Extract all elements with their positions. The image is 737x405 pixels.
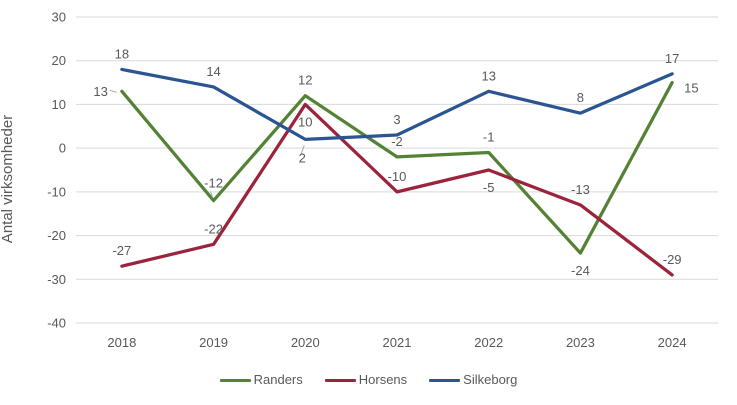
series-line-silkeborg (120, 67, 674, 142)
data-label-randers: -12 (204, 176, 223, 191)
x-axis-tick-label: 2019 (199, 335, 228, 350)
y-axis-tick-label: -40 (47, 316, 66, 331)
legend-label-horsens: Horsens (358, 372, 408, 387)
data-label-randers: 12 (298, 73, 312, 88)
data-label-horsens: 10 (298, 114, 312, 129)
legend-item-horsens: Horsens (324, 370, 408, 390)
y-axis-tick-label: -20 (47, 228, 66, 243)
series-line-randers (120, 80, 674, 255)
data-label-leader-line (210, 191, 214, 198)
y-axis-tick-label: -30 (47, 272, 66, 287)
data-label-horsens: -27 (112, 243, 131, 258)
legend-line-swatch-randers (219, 378, 251, 382)
y-axis-title: Antal virksomheder (0, 115, 16, 243)
x-axis-tick-label: 2018 (107, 335, 136, 350)
data-label-horsens: -5 (483, 180, 495, 195)
data-label-randers: 13 (93, 84, 107, 99)
legend-item-silkeborg: Silkeborg (429, 370, 517, 390)
data-label-horsens: -13 (571, 182, 590, 197)
legend: Randers Horsens Silkeborg (0, 370, 737, 390)
data-label-horsens: -22 (204, 221, 223, 236)
data-label-silkeborg: 17 (665, 51, 679, 66)
data-label-randers: 15 (684, 81, 698, 96)
data-label-silkeborg: 2 (299, 150, 306, 165)
x-axis-tick-label: 2021 (383, 335, 412, 350)
y-axis-tick-label: 0 (59, 141, 66, 156)
legend-item-randers: Randers (219, 370, 303, 390)
y-axis-tick-label: 30 (52, 10, 66, 25)
series-line-horsens (120, 102, 674, 277)
legend-line-swatch-silkeborg (429, 378, 461, 382)
data-label-silkeborg: 18 (115, 46, 129, 61)
x-axis-tick-label: 2020 (291, 335, 320, 350)
x-axis-tick-label: 2024 (658, 335, 687, 350)
data-label-silkeborg: 8 (577, 90, 584, 105)
x-axis-tick-label: 2023 (566, 335, 595, 350)
data-label-randers: -1 (483, 130, 495, 145)
legend-line-swatch-horsens (324, 378, 356, 382)
data-label-silkeborg: 13 (481, 68, 495, 83)
x-axis-tick-label: 2022 (474, 335, 503, 350)
data-label-leader-line (300, 145, 305, 154)
y-axis-tick-label: 10 (52, 97, 66, 112)
data-label-horsens: -29 (663, 252, 682, 267)
data-label-leader-line (109, 89, 117, 93)
legend-label-randers: Randers (253, 372, 303, 387)
data-label-silkeborg: 3 (393, 112, 400, 127)
y-axis-tick-label: 20 (52, 53, 66, 68)
data-label-silkeborg: 14 (206, 64, 220, 79)
legend-label-silkeborg: Silkeborg (463, 372, 518, 387)
data-label-horsens: -10 (388, 169, 407, 184)
data-label-randers: -24 (571, 263, 590, 278)
data-label-randers: -2 (391, 134, 403, 149)
y-axis-tick-label: -10 (47, 184, 66, 199)
